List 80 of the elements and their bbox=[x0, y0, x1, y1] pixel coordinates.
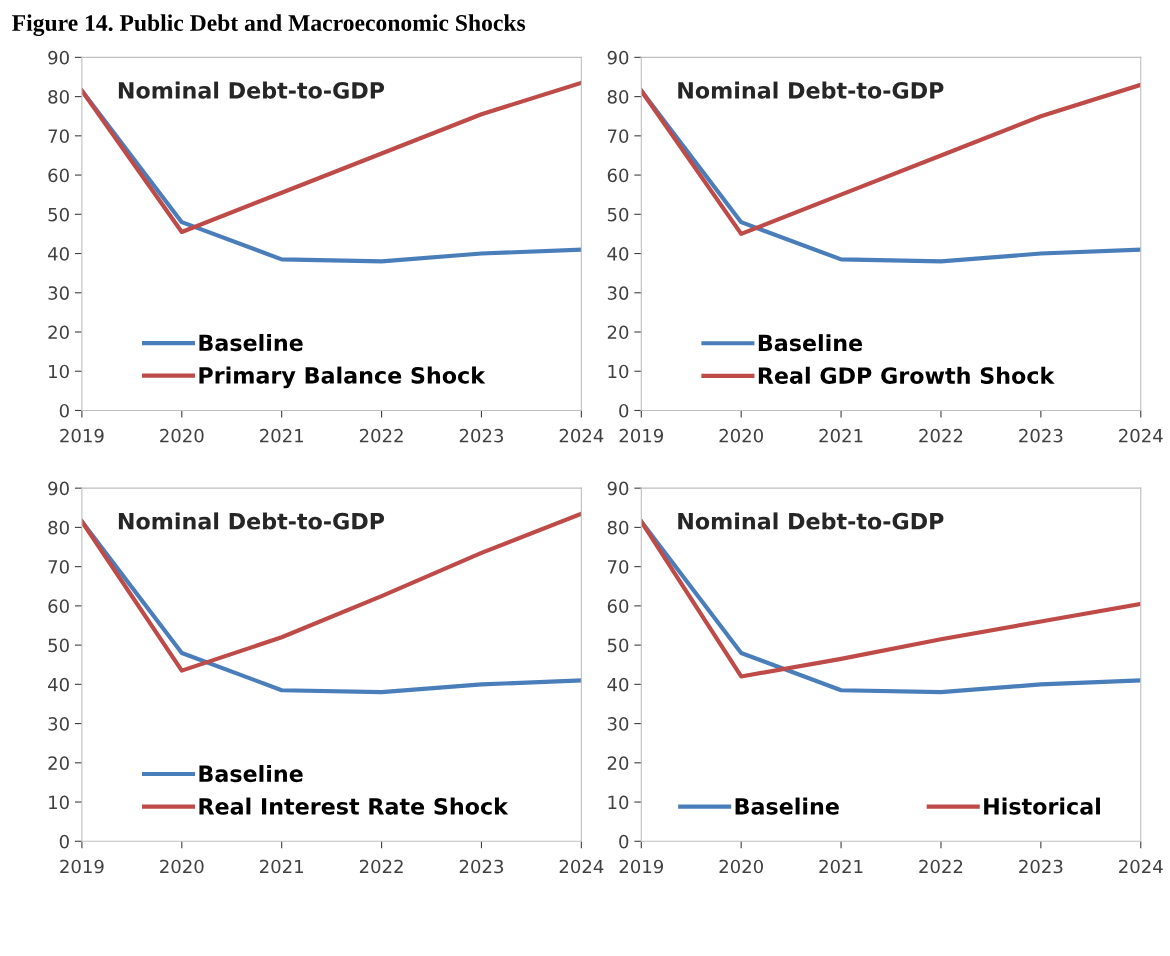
y-tick-label: 10 bbox=[49, 795, 69, 810]
legend-label: Primary Balance Shock bbox=[199, 366, 486, 389]
y-tick-label: 50 bbox=[607, 207, 629, 222]
x-tick-label: 2024 bbox=[1119, 428, 1163, 443]
caption: Figure 14. Public Debt and Macroeconomic Shocks bbox=[12, 14, 526, 36]
text: Nominal Debt-to-GDP bbox=[678, 81, 944, 99]
x-tick-label: 2022 bbox=[919, 428, 963, 443]
x-tick-label: 2024 bbox=[559, 428, 604, 443]
y-tick-label: 70 bbox=[48, 129, 69, 143]
y-tick-label: 60 bbox=[607, 168, 629, 183]
y-tick-label: 50 bbox=[48, 638, 69, 653]
y-tick-label: 10 bbox=[49, 364, 69, 379]
x-tick-label: 2024 bbox=[1119, 859, 1163, 874]
y-tick-label: 20 bbox=[607, 756, 629, 770]
y-tick-label: 30 bbox=[607, 286, 629, 300]
y-tick-label: 40 bbox=[607, 247, 629, 261]
x-tick-label: 2021 bbox=[819, 859, 863, 874]
y-tick-label: 80 bbox=[48, 520, 69, 535]
y-tick-label: 10 bbox=[608, 795, 629, 810]
y-tick-label: 50 bbox=[48, 207, 69, 222]
x-tick-label: 2020 bbox=[160, 859, 204, 874]
y-tick-label: 40 bbox=[607, 677, 629, 692]
y-tick-label: 0 bbox=[59, 834, 69, 849]
y-tick-label: 40 bbox=[48, 247, 69, 261]
legend-label: Historical bbox=[984, 797, 1100, 815]
x-tick-label: 2024 bbox=[559, 859, 604, 874]
x-tick-label: 2019 bbox=[60, 428, 104, 443]
x-tick-label: 2022 bbox=[359, 859, 403, 874]
x-tick-label: 2023 bbox=[1019, 859, 1063, 874]
x-tick-label: 2022 bbox=[919, 859, 963, 874]
x-tick-label: 2020 bbox=[719, 859, 763, 874]
y-tick-label: 80 bbox=[48, 90, 69, 104]
legend-label: Real GDP Growth Shock bbox=[758, 366, 1055, 384]
y-tick-label: 50 bbox=[607, 638, 629, 653]
x-tick-label: 2020 bbox=[160, 428, 204, 443]
x-tick-label: 2023 bbox=[459, 859, 503, 874]
y-tick-label: 20 bbox=[48, 756, 69, 770]
y-tick-label: 70 bbox=[48, 560, 69, 574]
line-series bbox=[81, 80, 582, 235]
x-tick-label: 2022 bbox=[359, 428, 403, 443]
y-tick-label: 90 bbox=[48, 50, 69, 65]
y-tick-label: 40 bbox=[48, 677, 69, 692]
x-tick-label: 2023 bbox=[459, 428, 503, 443]
x-tick-label: 2021 bbox=[819, 428, 863, 443]
x-tick-label: 2021 bbox=[260, 428, 303, 443]
y-tick-label: 30 bbox=[607, 717, 629, 731]
text: Nominal Debt-to-GDP bbox=[118, 81, 385, 99]
y-tick-label: 0 bbox=[59, 403, 69, 418]
legend-label: Baseline bbox=[735, 797, 839, 815]
y-tick-label: 60 bbox=[607, 599, 629, 613]
y-tick-label: 80 bbox=[607, 520, 629, 535]
legend-label: Baseline bbox=[199, 333, 303, 352]
y-tick-label: 90 bbox=[607, 50, 629, 65]
text: Nominal Debt-to-GDP bbox=[118, 512, 385, 530]
legend-label: Baseline bbox=[758, 334, 863, 352]
y-tick-label: 0 bbox=[619, 834, 629, 849]
y-tick-label: 90 bbox=[48, 481, 69, 496]
y-tick-label: 10 bbox=[608, 364, 629, 379]
x-tick-label: 2019 bbox=[60, 859, 104, 874]
y-tick-label: 70 bbox=[607, 560, 629, 574]
y-tick-label: 20 bbox=[607, 325, 629, 340]
legend-label: Baseline bbox=[199, 764, 303, 783]
y-tick-label: 90 bbox=[607, 481, 629, 496]
y-tick-label: 80 bbox=[607, 90, 629, 104]
x-tick-label: 2020 bbox=[719, 428, 763, 443]
y-tick-label: 60 bbox=[48, 168, 69, 183]
line-series bbox=[641, 82, 1141, 237]
y-tick-label: 60 bbox=[48, 599, 69, 613]
y-tick-label: 0 bbox=[619, 403, 629, 418]
line-series bbox=[81, 511, 582, 673]
y-tick-label: 20 bbox=[48, 325, 69, 340]
text: Nominal Debt-to-GDP bbox=[678, 512, 944, 530]
y-tick-label: 70 bbox=[607, 129, 629, 143]
x-tick-label: 2023 bbox=[1019, 428, 1063, 443]
x-tick-label: 2019 bbox=[619, 859, 663, 874]
x-tick-label: 2021 bbox=[260, 859, 303, 874]
y-tick-label: 30 bbox=[48, 717, 69, 731]
x-tick-label: 2019 bbox=[619, 428, 663, 443]
legend-label: Real Interest Rate Shock bbox=[199, 797, 509, 815]
y-tick-label: 30 bbox=[48, 286, 69, 300]
